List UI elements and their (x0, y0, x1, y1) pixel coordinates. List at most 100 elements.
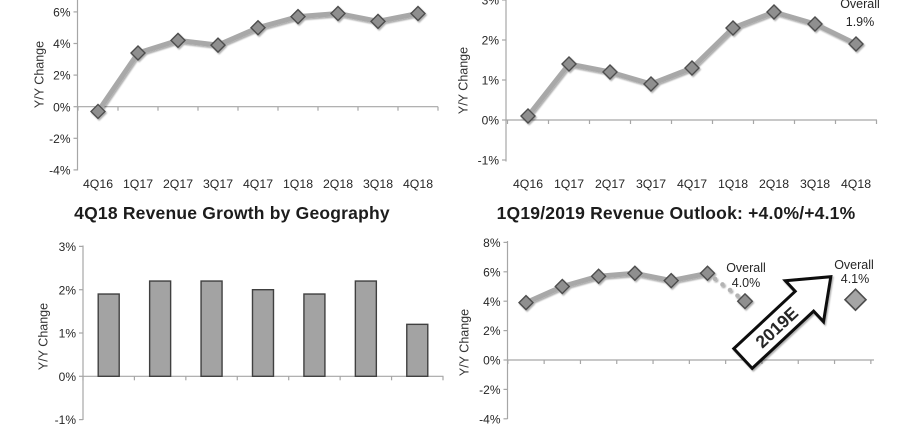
data-point-marker (602, 64, 618, 80)
y-tick-label: -4% (479, 412, 501, 425)
forecast-marker (736, 292, 754, 310)
x-tick-label: 4Q17 (243, 177, 273, 191)
data-point-marker (170, 32, 186, 49)
forecast-value: 4.0% (732, 276, 761, 290)
data-point-marker (330, 5, 346, 22)
data-point-marker (410, 5, 426, 22)
y-axis-title-bottom-right: Y/Y Change (457, 308, 472, 377)
data-point-marker (520, 108, 536, 124)
chart-quarterly-revenue-growth: 6% 4% 2% 0% -2% -4% 4Q16 1Q17 2Q17 3Q17 4Q17 1Q18 2Q… (49, 0, 439, 191)
y-tick-label: 0% (59, 370, 77, 384)
data-point-marker (554, 278, 571, 295)
estimate-value: 4.1% (841, 272, 870, 286)
x-tick-label: 4Q18 (403, 177, 433, 191)
estimate-marker (843, 288, 868, 312)
y-tick-label: -1% (55, 413, 77, 425)
data-point-marker (290, 8, 306, 25)
y-tick-label: 2% (483, 324, 501, 338)
estimate-label: Overall (834, 258, 874, 272)
y-tick-label: 6% (53, 5, 71, 19)
y-tick-label: 1% (482, 74, 500, 88)
dotted-projection (727, 287, 733, 293)
forecast-label: Overall (726, 261, 766, 275)
y-tick-label: 0% (483, 354, 501, 368)
x-tick-label: 4Q18 (841, 177, 871, 191)
overall-annotation-label: Overall (840, 0, 880, 11)
x-tick-label: 3Q18 (800, 177, 830, 191)
x-tick-label: 3Q18 (363, 177, 393, 191)
bar (200, 280, 223, 378)
y-tick-label: 0% (53, 100, 71, 114)
x-tick-label: 3Q17 (636, 177, 666, 191)
data-point-marker (130, 44, 146, 61)
dotted-projection (735, 293, 740, 298)
bar (354, 280, 378, 378)
dotted-projection (720, 282, 725, 287)
x-tick-label: 2Q17 (595, 177, 625, 191)
x-tick-label: 4Q16 (83, 177, 113, 191)
data-point-marker (590, 268, 607, 285)
data-point-marker (90, 103, 106, 120)
y-tick-label: -4% (49, 163, 71, 177)
data-point-marker (561, 56, 577, 72)
data-point-marker (370, 13, 386, 30)
data-point-marker (848, 36, 864, 52)
geography-chart-title: 4Q18 Revenue Growth by Geography (74, 203, 390, 223)
x-tick-label: 2Q18 (759, 177, 789, 191)
data-point-marker (626, 265, 643, 282)
bar (148, 280, 172, 378)
bar (406, 323, 429, 377)
chart-quarterly-growth-overall: 3% 2% 1% 0% -1% 4Q16 1Q17 2Q17 3Q17 4Q17 1Q18 2Q18 3… (478, 0, 880, 191)
data-point-marker (663, 272, 680, 289)
x-tick-label: 2Q18 (323, 177, 353, 191)
y-tick-label: 3% (59, 240, 77, 254)
y-tick-label: 4% (483, 295, 501, 309)
x-tick-label: 3Q17 (203, 177, 233, 191)
data-point-marker (643, 76, 659, 92)
x-tick-label: 1Q18 (718, 177, 748, 191)
y-tick-label: -2% (49, 132, 71, 146)
y-tick-label: -1% (478, 154, 500, 168)
y-tick-label: 0% (482, 114, 500, 128)
line-series (518, 265, 716, 311)
dotted-projection (712, 276, 718, 282)
y-axis-title-bottom-left: Y/Y Change (36, 302, 51, 371)
data-point-marker (807, 16, 823, 32)
data-point-marker (725, 20, 741, 36)
chart-revenue-outlook: 8%6%4%2%0%-2%-4%Overall4.0%2019EOverall4… (479, 236, 874, 425)
x-tick-label: 1Q17 (554, 177, 584, 191)
data-point-marker (699, 265, 716, 282)
y-tick-label: 2% (482, 34, 500, 48)
line-series (90, 5, 426, 120)
y-tick-label: 2% (59, 283, 77, 297)
y-tick-label: 6% (483, 265, 501, 279)
y-tick-label: -2% (479, 383, 501, 397)
y-tick-label: 4% (53, 37, 71, 51)
y-axis-title-top-left: Y/Y Change (32, 40, 47, 109)
data-point-marker (518, 294, 534, 311)
line-series (520, 4, 864, 124)
y-tick-label: 2% (53, 69, 71, 83)
bar (251, 289, 275, 378)
data-point-marker (210, 37, 226, 54)
x-tick-label: 4Q16 (513, 177, 543, 191)
y-tick-label: 8% (483, 236, 501, 250)
y-axis-title-top-right: Y/Y Change (456, 46, 471, 115)
chart-revenue-growth-by-geography: 3% 2% 1% 0% -1% (55, 240, 444, 425)
x-tick-label: 4Q17 (677, 177, 707, 191)
y-tick-label: 3% (482, 0, 500, 8)
x-tick-label: 1Q18 (283, 177, 313, 191)
y-tick-label: 1% (59, 327, 77, 341)
forecast-group (712, 276, 754, 310)
trend-line (523, 270, 710, 306)
bar (97, 293, 120, 377)
x-tick-label: 2Q17 (163, 177, 193, 191)
outlook-chart-title: 1Q19/2019 Revenue Outlook: +4.0%/+4.1% (496, 203, 856, 223)
overall-annotation-value: 1.9% (846, 15, 875, 29)
data-point-marker (766, 4, 782, 20)
data-point-marker (250, 19, 266, 36)
outlook-arrow (731, 275, 833, 371)
x-tick-label: 1Q17 (123, 177, 153, 191)
data-point-marker (684, 60, 700, 76)
